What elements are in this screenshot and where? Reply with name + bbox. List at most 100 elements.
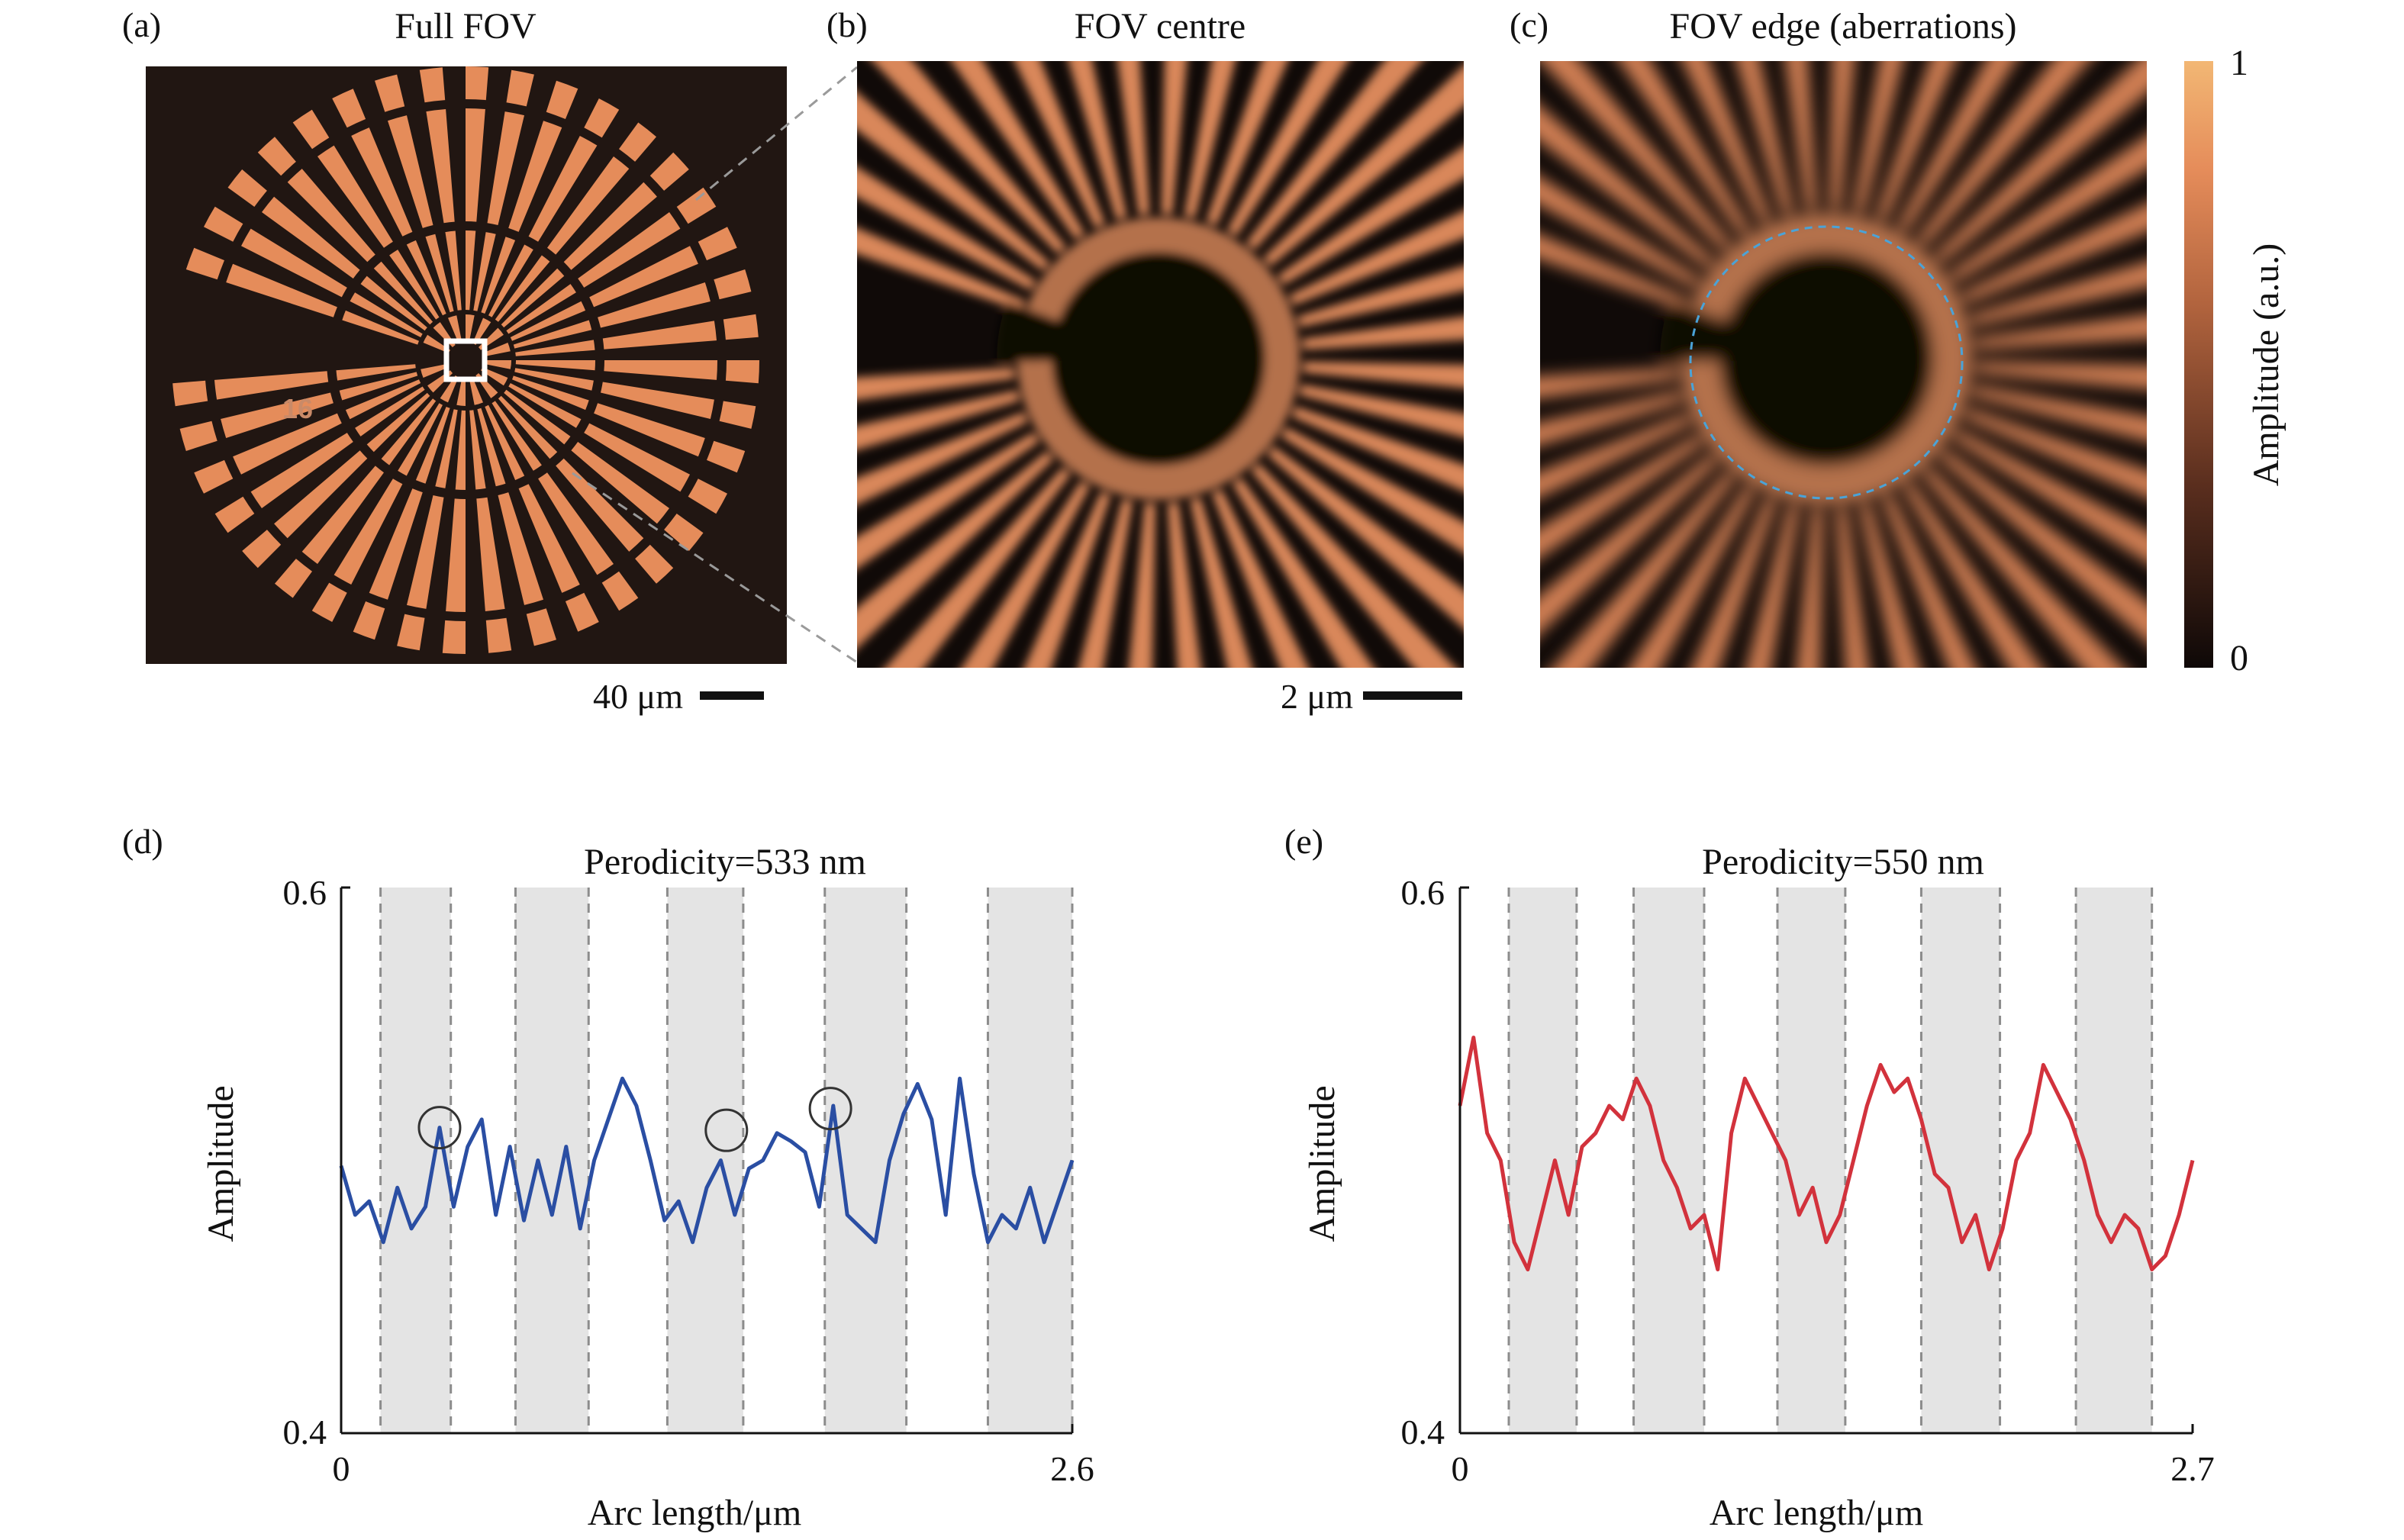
- star-spoke: [481, 367, 508, 386]
- star-spoke: [1303, 361, 1464, 388]
- siemens-star-full: [172, 66, 759, 654]
- star-spoke: [526, 608, 556, 646]
- star-spoke: [485, 404, 525, 481]
- star-spoke: [366, 392, 430, 453]
- star-spoke: [725, 360, 759, 384]
- star-spoke: [951, 61, 1085, 240]
- shaded-band: [1777, 888, 1845, 1433]
- star-spoke: [601, 382, 714, 419]
- star-spoke: [565, 592, 599, 632]
- star-spoke: [528, 136, 598, 242]
- star-spoke: [415, 407, 450, 484]
- star-spoke: [1190, 497, 1252, 668]
- star-gap: [996, 301, 1062, 362]
- chart-d: (d) Perodicity=533 nm Amplitude Arc leng…: [122, 822, 1094, 1533]
- star-spoke: [508, 383, 582, 428]
- panel-a-tag: (a): [122, 5, 161, 44]
- star-spoke: [262, 196, 360, 279]
- star-spoke: [483, 360, 511, 369]
- star-spoke: [1540, 176, 1700, 288]
- zoom-connector-bottom: [572, 472, 858, 664]
- star-spoke: [274, 450, 368, 539]
- colorbar: 1 0 Amplitude (a.u.): [2184, 43, 2286, 678]
- star-spoke: [1013, 61, 1106, 228]
- star-spoke: [421, 363, 449, 378]
- star-spoke: [1692, 495, 1777, 668]
- star-spoke: [598, 282, 711, 328]
- star-spoke: [563, 182, 657, 270]
- star-spoke: [445, 230, 462, 311]
- star-spoke: [214, 496, 255, 533]
- star-spoke: [885, 467, 1071, 668]
- star-spoke: [719, 401, 756, 429]
- star-spoke: [857, 390, 1020, 450]
- star-spoke: [257, 137, 296, 176]
- star-spoke: [440, 375, 459, 403]
- chart-d-ylabel: Amplitude: [201, 1085, 241, 1242]
- star-spoke: [649, 152, 689, 191]
- star-spoke: [1277, 146, 1464, 285]
- star-spoke: [448, 315, 462, 343]
- star-spoke: [369, 488, 423, 600]
- star-spoke: [466, 66, 489, 101]
- star-spoke: [1226, 61, 1349, 237]
- chart-e-xtick-0: 0: [1452, 1449, 1469, 1488]
- chart-e-title: Perodicity=550 nm: [1702, 842, 1984, 882]
- star-spoke: [514, 368, 594, 391]
- star-spoke: [397, 614, 425, 651]
- shaded-band: [1921, 888, 2000, 1433]
- star-spoke: [388, 115, 433, 228]
- star-spoke: [332, 89, 366, 128]
- star-spoke: [714, 269, 752, 300]
- star-spoke: [1161, 61, 1187, 214]
- star-spoke: [456, 378, 466, 406]
- star-spoke: [426, 109, 455, 224]
- star-spoke: [510, 301, 586, 341]
- star-spoke: [1975, 361, 2147, 390]
- star-spoke: [1206, 61, 1288, 226]
- star-spoke: [398, 403, 443, 476]
- star-spoke: [1289, 211, 1464, 306]
- star-spoke: [1540, 61, 1732, 251]
- star-spoke: [1797, 507, 1824, 668]
- star-spoke: [423, 334, 450, 353]
- star-spoke: [571, 442, 669, 524]
- panel-a-scale-label: 40 μm: [593, 677, 683, 716]
- star-spoke: [1948, 135, 2147, 283]
- star-spoke: [857, 92, 1050, 272]
- star-hole: [1052, 252, 1265, 466]
- star-spoke: [491, 401, 542, 471]
- zoom-box[interactable]: [443, 338, 488, 382]
- star-spoke: [488, 244, 533, 317]
- star-spoke: [179, 420, 218, 451]
- star-spoke: [227, 169, 267, 207]
- star-spoke: [1291, 406, 1464, 491]
- star-spoke: [498, 492, 543, 605]
- star-spoke: [1540, 413, 1692, 498]
- star-spoke: [172, 380, 208, 407]
- star-spoke: [1858, 501, 1920, 668]
- star-spoke: [584, 423, 690, 492]
- star-spoke: [857, 227, 1026, 311]
- star-spoke: [1281, 427, 1464, 553]
- colorbar-gradient: [2184, 61, 2213, 668]
- chart-e-ylabel: Amplitude: [1302, 1085, 1342, 1242]
- star-spoke: [446, 498, 466, 612]
- star-spoke: [601, 571, 639, 611]
- star-spoke: [1246, 61, 1422, 250]
- star-spoke: [1735, 61, 1794, 216]
- star-spoke: [1902, 481, 2042, 668]
- star-spoke: [1681, 61, 1772, 224]
- star-spoke: [857, 166, 1036, 291]
- star-spoke: [635, 544, 674, 584]
- star-spoke: [1852, 61, 1903, 214]
- star-spoke: [962, 481, 1091, 668]
- star-spoke: [1299, 384, 1464, 438]
- shaded-band: [824, 888, 907, 1433]
- star-spoke: [1835, 507, 1869, 668]
- chart-d-xtick-1: 2.6: [1050, 1449, 1094, 1488]
- chart-e-tag: (e): [1284, 822, 1323, 861]
- star-spoke: [676, 187, 717, 224]
- star-spoke: [1969, 261, 2147, 327]
- star-spoke: [515, 360, 596, 371]
